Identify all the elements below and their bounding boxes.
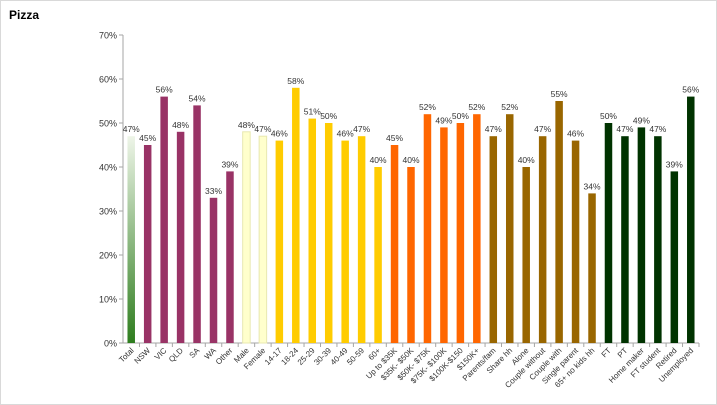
bar	[275, 140, 284, 343]
bar	[423, 114, 432, 343]
data-label: 49%	[435, 115, 452, 125]
data-label: 47%	[254, 124, 271, 134]
bar	[127, 136, 135, 343]
bar	[654, 136, 662, 343]
data-label: 39%	[666, 159, 683, 169]
data-label: 48%	[238, 120, 255, 130]
bar	[374, 167, 382, 343]
bar	[440, 127, 448, 344]
bar	[555, 101, 563, 343]
bar	[258, 135, 268, 344]
data-label: 48%	[172, 120, 189, 130]
data-label: 39%	[221, 159, 238, 169]
x-tick-label: 18-24	[279, 346, 300, 367]
bar	[637, 127, 646, 344]
bar	[209, 197, 218, 343]
bar	[176, 131, 185, 343]
data-label: 45%	[386, 133, 403, 143]
data-label: 40%	[370, 155, 387, 165]
bar	[407, 167, 415, 343]
data-label: 33%	[205, 186, 222, 196]
y-tick-label: 50%	[99, 119, 117, 129]
data-label: 47%	[123, 124, 140, 134]
y-tick-label: 10%	[99, 295, 117, 305]
bar	[193, 105, 201, 344]
bar	[538, 136, 547, 343]
x-tick-label: 50-59	[345, 346, 366, 367]
bar	[143, 145, 152, 343]
bar	[456, 123, 465, 343]
data-label: 50%	[600, 111, 617, 121]
bar	[357, 136, 366, 343]
bar	[505, 114, 514, 343]
x-tick-label: 30-39	[312, 346, 333, 367]
data-label: 47%	[616, 124, 633, 134]
data-label: 47%	[649, 124, 666, 134]
data-label: 50%	[452, 111, 469, 121]
data-label: 52%	[468, 102, 485, 112]
x-tick-label: VIC	[153, 346, 169, 362]
data-label: 45%	[139, 133, 156, 143]
bar	[621, 136, 629, 343]
data-label: 49%	[633, 115, 650, 125]
x-tick-label: FT	[600, 346, 613, 359]
data-label: 51%	[304, 107, 321, 117]
x-tick-label: 40-49	[329, 346, 350, 367]
x-tick-label: SA	[188, 346, 202, 360]
x-tick-label: Total	[117, 346, 135, 364]
data-label: 46%	[337, 129, 354, 139]
bar	[522, 167, 530, 343]
y-tick-label: 40%	[99, 163, 117, 173]
y-tick-label: 30%	[99, 207, 117, 217]
data-label: 56%	[682, 85, 699, 95]
bar	[604, 123, 613, 343]
x-tick-label: NSW	[133, 346, 153, 366]
x-tick-label: 14-17	[263, 346, 284, 367]
bar	[489, 136, 498, 343]
bar	[242, 131, 251, 344]
data-label: 47%	[353, 124, 370, 134]
x-tick-label: QLD	[167, 346, 185, 364]
x-tick-label: Other	[214, 346, 235, 367]
data-label: 58%	[287, 76, 304, 86]
x-tick-label: 25-29	[296, 346, 317, 367]
data-label: 40%	[402, 155, 419, 165]
bar	[324, 123, 333, 343]
data-label: 46%	[271, 129, 288, 139]
bar	[308, 118, 317, 343]
bar	[473, 114, 481, 343]
bar	[341, 140, 349, 343]
data-label: 56%	[156, 85, 173, 95]
data-label: 55%	[551, 89, 568, 99]
y-tick-label: 60%	[99, 75, 117, 85]
data-label: 47%	[485, 124, 502, 134]
data-label: 50%	[320, 111, 337, 121]
data-label: 40%	[518, 155, 535, 165]
bar	[226, 171, 234, 343]
bar	[160, 96, 168, 343]
data-label: 47%	[534, 124, 551, 134]
bar	[571, 140, 580, 343]
data-label: 54%	[189, 93, 206, 103]
chart-title: Pizza	[9, 8, 40, 22]
bar	[588, 193, 596, 343]
y-tick-label: 70%	[99, 31, 117, 41]
bar	[670, 171, 679, 343]
data-label: 34%	[584, 181, 601, 191]
bar	[390, 145, 399, 343]
data-label: 52%	[419, 102, 436, 112]
bar	[687, 96, 695, 343]
y-tick-label: 0%	[104, 339, 117, 349]
y-tick-label: 20%	[99, 251, 117, 261]
bar	[292, 87, 300, 343]
data-label: 52%	[501, 102, 518, 112]
data-label: 46%	[567, 129, 584, 139]
